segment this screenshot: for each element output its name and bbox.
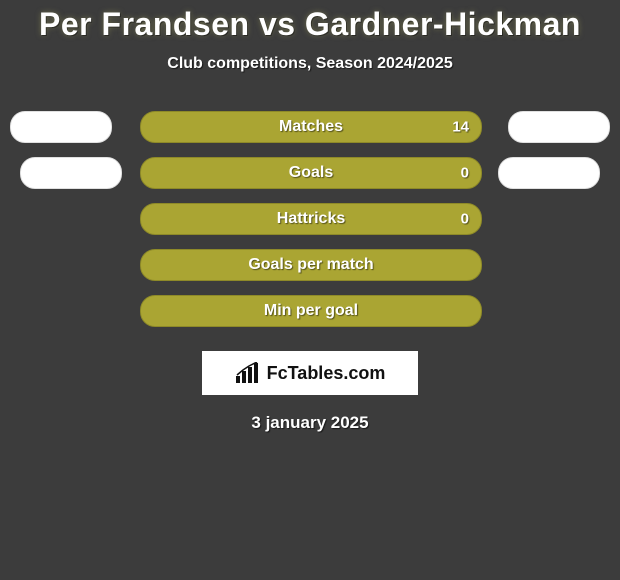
left-pill: [20, 157, 122, 189]
right-pill: [508, 111, 610, 143]
stat-value: 0: [461, 211, 469, 228]
stat-value: 0: [461, 165, 469, 182]
center-bar: Hattricks 0: [140, 203, 482, 235]
center-bar: Goals 0: [140, 157, 482, 189]
stat-label: Matches: [279, 118, 343, 136]
center-bar: Matches 14: [140, 111, 482, 143]
stat-rows: Matches 14 Goals 0 Hattricks 0 Goals per…: [0, 103, 620, 333]
comparison-infographic: Per Frandsen vs Gardner-Hickman Club com…: [0, 0, 620, 580]
stat-label: Goals: [289, 164, 333, 182]
left-pill: [10, 111, 112, 143]
stat-row-matches: Matches 14: [0, 103, 620, 149]
center-bar: Min per goal: [140, 295, 482, 327]
bars-icon: [235, 362, 261, 384]
stat-row-goals: Goals 0: [0, 149, 620, 195]
subtitle: Club competitions, Season 2024/2025: [0, 55, 620, 73]
stat-row-goals-per-match: Goals per match: [0, 241, 620, 287]
date-label: 3 january 2025: [0, 413, 620, 433]
stat-label: Goals per match: [248, 256, 373, 274]
stat-row-hattricks: Hattricks 0: [0, 195, 620, 241]
page-title: Per Frandsen vs Gardner-Hickman: [0, 0, 620, 43]
stat-label: Hattricks: [277, 210, 345, 228]
center-bar: Goals per match: [140, 249, 482, 281]
logo-text: FcTables.com: [267, 363, 386, 384]
right-pill: [498, 157, 600, 189]
stat-label: Min per goal: [264, 302, 358, 320]
stat-value: 14: [452, 119, 469, 136]
stat-row-min-per-goal: Min per goal: [0, 287, 620, 333]
logo-box: FcTables.com: [202, 351, 418, 395]
logo: FcTables.com: [235, 362, 386, 384]
